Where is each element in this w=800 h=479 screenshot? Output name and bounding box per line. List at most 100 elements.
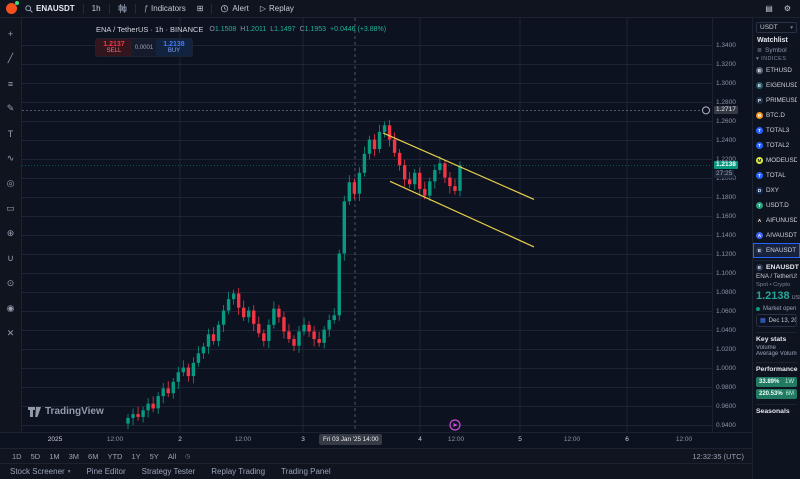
trend-line-tool-icon[interactable]: ╱: [7, 53, 14, 63]
trendline-lower: [389, 180, 535, 248]
zoom-tool-icon[interactable]: ⊕: [6, 228, 15, 238]
price-chart-canvas[interactable]: [22, 18, 712, 432]
range-button-all[interactable]: All: [167, 451, 177, 461]
interval-selector[interactable]: 1h: [91, 4, 101, 13]
range-button-6m[interactable]: 6M: [88, 451, 99, 461]
range-button-ytd[interactable]: YTD: [107, 451, 123, 461]
replay-button[interactable]: ▷ Replay: [259, 4, 294, 13]
performance-badges: 33.89% 1W 220.53% 6M: [756, 375, 797, 399]
price-axis-label: 1.2800: [716, 98, 736, 106]
ticker-label: ETHUSD: [766, 67, 792, 74]
watchlist-row-dxy[interactable]: D DXY: [753, 183, 800, 198]
time-axis-label: 3: [301, 436, 305, 443]
symbol-logo: A: [756, 232, 763, 239]
utc-clock[interactable]: 12:32:35 (UTC): [692, 451, 744, 461]
fib-retracement-tool-icon[interactable]: ≡: [7, 78, 14, 89]
grid-layout-icon[interactable]: ⊞: [196, 4, 204, 13]
hide-tool-icon[interactable]: ◉: [6, 303, 15, 313]
range-button-1y[interactable]: 1Y: [131, 451, 141, 461]
detail-header[interactable]: E ENAUSDT: [756, 264, 799, 271]
time-axis-label: 12:00: [234, 436, 252, 443]
watchlist-row-ethusd[interactable]: E ETHUSD: [753, 63, 800, 78]
watchlist-group-indices[interactable]: ▾ INDICES: [756, 56, 787, 62]
text-tool-icon[interactable]: T: [7, 128, 14, 139]
range-button-3m[interactable]: 3M: [68, 451, 80, 461]
symbol-name: ENAUSDT: [36, 4, 75, 13]
watchlist-column-header[interactable]: ≣ Symbol: [757, 47, 787, 54]
candle-chart-icon: [118, 4, 127, 13]
price-axis-label: 1.2600: [716, 117, 736, 125]
currency-selector[interactable]: USDT ▾: [756, 22, 797, 33]
symbol-logo: D: [756, 187, 763, 194]
symbol-full-name: ENA / TetherUS: [756, 273, 797, 280]
watchlist-row-eigenusdt[interactable]: EEIGENUSDT: [753, 78, 800, 93]
forecast-tool-icon[interactable]: ◎: [6, 178, 15, 188]
tab-strategy-tester[interactable]: Strategy Tester: [141, 467, 196, 477]
tab-stock-screener[interactable]: Stock Screener ▾: [10, 467, 71, 477]
market-type: Spot • Crypto: [756, 282, 791, 288]
panel-layout-icon[interactable]: ▤: [765, 4, 773, 13]
watchlist-row-aivausdt[interactable]: A AIVAUSDT: [753, 228, 800, 243]
magnet-tool-icon[interactable]: ∪: [7, 253, 14, 263]
pattern-tool-icon[interactable]: ∿: [6, 153, 15, 163]
tradingview-logo[interactable]: TradingView: [28, 406, 104, 417]
tab-pine-editor[interactable]: Pine Editor: [86, 467, 126, 477]
price-axis-label: 1.3400: [716, 41, 736, 49]
range-button-1d[interactable]: 1D: [12, 451, 22, 461]
user-avatar[interactable]: [6, 1, 19, 14]
watchlist-row-btc.d[interactable]: B BTC.D: [753, 108, 800, 123]
last-price: 1.2138 USD: [756, 290, 800, 302]
sell-button[interactable]: 1.2137 SELL: [96, 39, 132, 56]
watchlist-row-total[interactable]: T TOTAL: [753, 168, 800, 183]
chevron-down-icon: ▾: [790, 24, 793, 31]
key-stat: Average Volume (30: [756, 351, 797, 357]
time-axis-label: 12:00: [447, 436, 465, 443]
crosshair-time-label: Fri 03 Jan '25 14:00: [319, 434, 383, 445]
alert-button[interactable]: Alert: [217, 3, 251, 14]
buy-button[interactable]: 1.2138 BUY: [156, 39, 192, 56]
watchlist-row-modeusdt[interactable]: MMODEUSDT: [753, 153, 800, 168]
range-button-5d[interactable]: 5D: [30, 451, 41, 461]
delete-tool-icon[interactable]: ✕: [6, 328, 15, 338]
market-open-dot: [756, 307, 760, 311]
chart-type-selector[interactable]: [115, 3, 130, 14]
spread-value: 0.0001: [132, 39, 156, 56]
price-line-label[interactable]: 1.2717: [714, 106, 738, 115]
crosshair-tool-icon[interactable]: +: [7, 28, 14, 39]
symbol-logo: T: [756, 142, 763, 149]
chart-pane[interactable]: ENA / TetherUS · 1h · BINANCE O1.1508 H1…: [22, 18, 712, 432]
symbol-search[interactable]: ENAUSDT: [22, 3, 78, 14]
date-chip[interactable]: ▦ Dec 13, 2024: [756, 314, 797, 327]
watchlist-row-aifunusdt[interactable]: AAIFUNUSDT: [753, 213, 800, 228]
price-axis-label: 1.2200: [716, 155, 736, 163]
clock-icon[interactable]: ◷: [185, 453, 191, 460]
watchlist-row-primeusdt[interactable]: PPRIMEUSDT: [753, 93, 800, 108]
ticker-label: TOTAL: [766, 172, 786, 179]
watchlist-row-enausdt[interactable]: E ENAUSDT: [753, 243, 800, 258]
time-axis-label: 5: [518, 436, 522, 443]
toolbar-divider: [108, 3, 110, 14]
price-axis[interactable]: 1.3400 1.3200 1.3000 1.2800 1.2600 1.2400 1.22…: [712, 18, 752, 432]
toolbar-divider: [82, 3, 84, 14]
watchlist-row-usdt.d[interactable]: T USDT.D: [753, 198, 800, 213]
indicators-button[interactable]: ƒ Indicators: [143, 4, 186, 13]
range-button-1m[interactable]: 1M: [49, 451, 60, 461]
measure-tool-icon[interactable]: ▭: [6, 203, 15, 213]
price-axis-label: 1.3200: [716, 60, 736, 68]
ticker-label: DXY: [766, 187, 779, 194]
time-axis-label: 12:00: [675, 436, 693, 443]
price-line-handle: [702, 106, 710, 115]
tab-trading-panel[interactable]: Trading Panel: [281, 467, 331, 477]
alert-clock-icon: [220, 4, 229, 13]
settings-icon[interactable]: ⚙: [783, 4, 791, 13]
watchlist-row-total2[interactable]: T TOTAL2: [753, 138, 800, 153]
time-axis[interactable]: Fri 03 Jan '25 14:00 2025 12:00 2 12:00 3 4 12…: [0, 432, 752, 448]
lock-tool-icon[interactable]: ⊙: [6, 278, 15, 288]
range-button-5y[interactable]: 5Y: [149, 451, 159, 461]
price-axis-label: 0.9600: [716, 402, 736, 410]
watchlist-row-total3[interactable]: T TOTAL3: [753, 123, 800, 138]
time-axis-label: 12:00: [563, 436, 581, 443]
brush-tool-icon[interactable]: ✎: [6, 103, 15, 113]
tab-replay-trading[interactable]: Replay Trading: [211, 467, 266, 477]
